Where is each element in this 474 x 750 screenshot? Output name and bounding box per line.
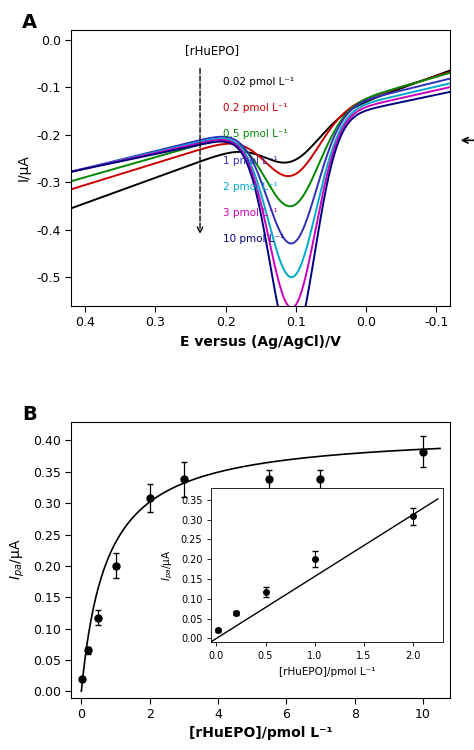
Text: 0.5 pmol L⁻¹: 0.5 pmol L⁻¹ [223,129,287,140]
Y-axis label: $I_{pa}$/μA: $I_{pa}$/μA [9,538,27,580]
X-axis label: [rHuEPO]/pmol L⁻¹: [rHuEPO]/pmol L⁻¹ [189,727,333,740]
Text: 3 pmol L⁻¹: 3 pmol L⁻¹ [223,208,278,218]
Text: 10 pmol L⁻¹: 10 pmol L⁻¹ [223,234,284,244]
X-axis label: E versus (Ag/AgCl)/V: E versus (Ag/AgCl)/V [180,334,341,349]
Text: 1 pmol L⁻¹: 1 pmol L⁻¹ [223,155,278,166]
Text: [rHuEPO]: [rHuEPO] [185,44,239,57]
Text: 0.2 pmol L⁻¹: 0.2 pmol L⁻¹ [223,103,287,113]
Text: A: A [22,13,37,32]
Y-axis label: I/μA: I/μA [17,154,31,182]
Text: 2 pmol L⁻¹: 2 pmol L⁻¹ [223,182,278,192]
Text: B: B [22,405,36,424]
Text: 0.02 pmol L⁻¹: 0.02 pmol L⁻¹ [223,77,294,87]
